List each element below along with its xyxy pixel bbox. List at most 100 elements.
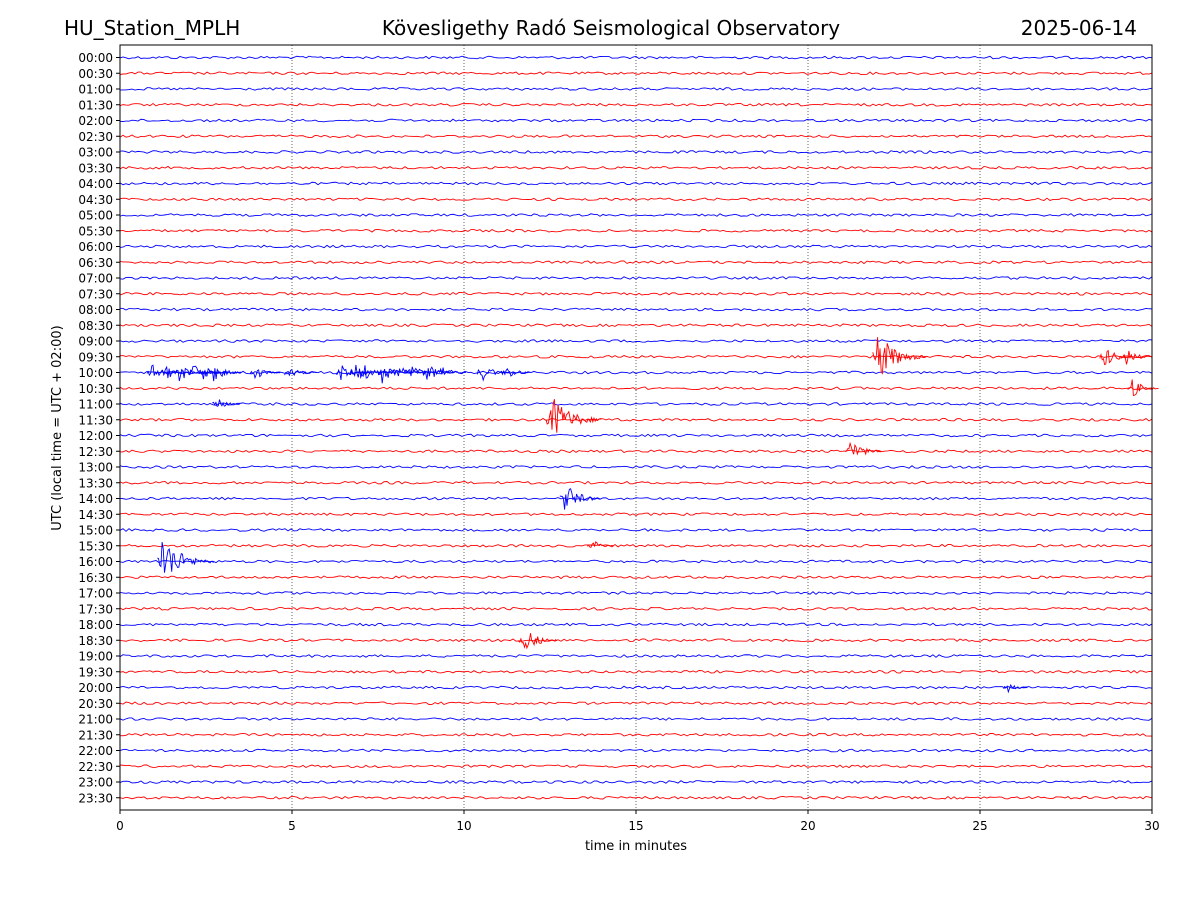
y-tick-label: 17:30 <box>78 602 113 616</box>
trace-0300 <box>119 150 1153 154</box>
trace-0930 <box>119 354 1153 359</box>
y-tick-label: 22:30 <box>78 760 113 774</box>
trace-1300 <box>119 465 1153 469</box>
trace-1230 <box>119 449 1153 454</box>
trace-1400 <box>119 496 1153 501</box>
trace-0100 <box>119 87 1153 91</box>
y-tick-label: 11:30 <box>78 413 113 427</box>
y-tick-label: 14:30 <box>78 508 113 522</box>
trace-0830 <box>119 323 1153 328</box>
y-tick-label: 14:00 <box>78 492 113 506</box>
trace-1800 <box>119 622 1153 627</box>
trace-1100 <box>119 402 1153 406</box>
y-tick-label: 04:30 <box>78 193 113 207</box>
x-tick-label: 5 <box>288 819 296 833</box>
y-tick-label: 08:30 <box>78 319 113 333</box>
event-1000-7.6 <box>376 368 413 384</box>
x-tick-label: 30 <box>1144 819 1159 833</box>
trace-0330 <box>119 165 1153 170</box>
y-tick-label: 21:30 <box>78 728 113 742</box>
trace-0800 <box>119 307 1153 312</box>
y-tick-label: 03:00 <box>78 146 113 160</box>
y-tick-label: 23:00 <box>78 776 113 790</box>
y-tick-label: 08:00 <box>78 303 113 317</box>
trace-1530 <box>119 543 1153 548</box>
event-1000-4.9 <box>284 368 318 377</box>
y-tick-label: 20:00 <box>78 681 113 695</box>
event-1030-29.4 <box>1127 379 1159 397</box>
y-tick-label: 22:00 <box>78 744 113 758</box>
x-tick-label: 15 <box>628 819 643 833</box>
trace-2200 <box>119 748 1153 753</box>
x-tick-label: 0 <box>116 819 124 833</box>
event-1000-2.7 <box>208 368 242 382</box>
trace-2130 <box>119 732 1153 737</box>
y-tick-label: 21:00 <box>78 713 113 727</box>
trace-1500 <box>119 528 1153 532</box>
trace-0030 <box>119 71 1153 76</box>
y-tick-label: 11:00 <box>78 398 113 412</box>
event-1000-8.4 <box>404 366 438 377</box>
y-tick-label: 05:30 <box>78 224 113 238</box>
trace-0630 <box>119 260 1153 265</box>
x-tick-label: 10 <box>456 819 471 833</box>
trace-0500 <box>119 213 1153 217</box>
x-tick-labels: 0 5 10 15 20 25 30 <box>116 810 1160 833</box>
x-tick-label: 20 <box>800 819 815 833</box>
y-tick-label: 17:00 <box>78 587 113 601</box>
y-tick-label: 02:30 <box>78 130 113 144</box>
trace-2030 <box>119 701 1153 706</box>
y-tick-label: 01:00 <box>78 83 113 97</box>
y-tick-label: 00:00 <box>78 51 113 65</box>
y-tick-label: 18:00 <box>78 618 113 632</box>
trace-0200 <box>119 118 1153 123</box>
event-1130-12.5 <box>545 399 602 433</box>
trace-2000 <box>119 685 1153 690</box>
y-tick-label: 10:30 <box>78 382 113 396</box>
trace-1130 <box>119 417 1153 422</box>
trace-1200 <box>119 433 1153 438</box>
y-tick-label: 15:30 <box>78 539 113 553</box>
trace-0900 <box>119 339 1153 343</box>
y-tick-label: 03:30 <box>78 161 113 175</box>
trace-1430 <box>119 512 1153 517</box>
y-tick-label: 07:30 <box>78 287 113 301</box>
seismic-events <box>146 337 1159 694</box>
y-tick-label: 16:30 <box>78 571 113 585</box>
trace-0600 <box>119 244 1153 249</box>
y-tick-label: 19:30 <box>78 665 113 679</box>
event-1000-0.9 <box>146 364 180 377</box>
y-tick-label: 00:30 <box>78 67 113 81</box>
date-label: 2025-06-14 <box>1021 16 1137 40</box>
trace-lines <box>119 55 1153 800</box>
trace-0700 <box>119 276 1153 280</box>
trace-0530 <box>119 228 1153 233</box>
x-tick-label: 25 <box>972 819 987 833</box>
y-tick-label: 15:00 <box>78 524 113 538</box>
trace-0730 <box>119 291 1153 296</box>
trace-1000 <box>119 370 1153 375</box>
y-tick-label: 23:30 <box>78 791 113 805</box>
y-tick-label: 16:00 <box>78 555 113 569</box>
y-tick-label: 13:30 <box>78 476 113 490</box>
x-axis-label: time in minutes <box>585 839 687 854</box>
y-tick-label: 05:00 <box>78 209 113 223</box>
trace-2230 <box>119 764 1153 769</box>
event-1600-1.2 <box>157 542 214 573</box>
trace-1030 <box>119 386 1153 391</box>
event-1100-2.8 <box>212 399 240 407</box>
trace-1900 <box>119 654 1153 658</box>
y-tick-label: 19:00 <box>78 650 113 664</box>
y-tick-label: 04:00 <box>78 177 113 191</box>
trace-1630 <box>119 575 1153 580</box>
y-tick-label: 12:30 <box>78 445 113 459</box>
y-tick-label: 06:30 <box>78 256 113 270</box>
trace-0430 <box>119 197 1153 202</box>
station-label: HU_Station_MPLH <box>64 16 240 40</box>
y-tick-label: 07:00 <box>78 272 113 286</box>
y-tick-label: 02:00 <box>78 114 113 128</box>
event-1000-3.9 <box>249 369 281 380</box>
plot-frame <box>119 44 1153 811</box>
trace-0130 <box>119 102 1153 107</box>
